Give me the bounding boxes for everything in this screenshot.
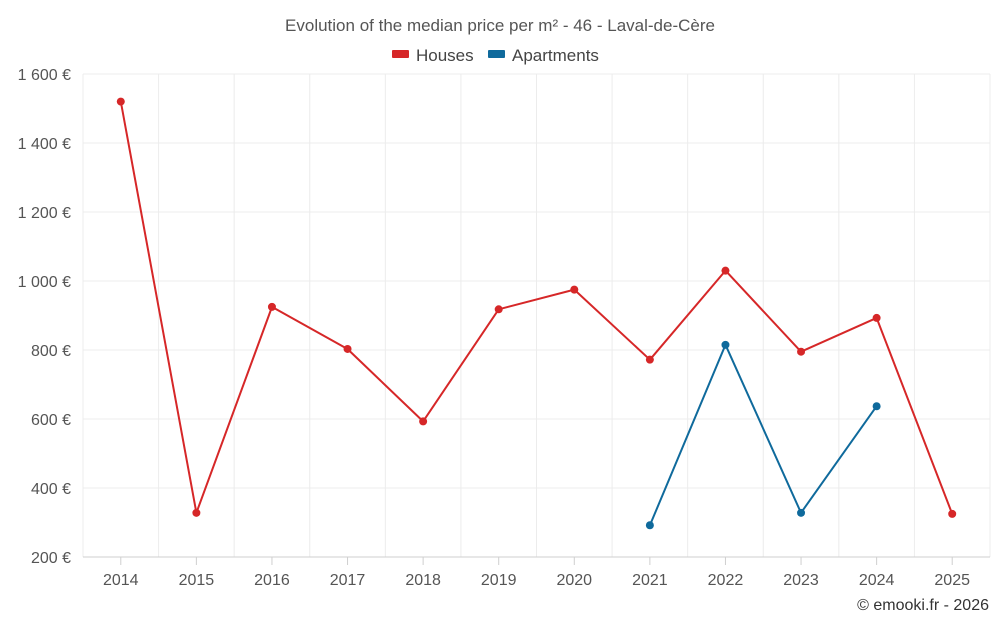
legend: Houses Apartments — [392, 46, 599, 65]
data-point-houses-2015[interactable] — [192, 508, 201, 517]
x-tick-label: 2016 — [254, 572, 290, 589]
y-tick-label: 600 € — [31, 412, 71, 429]
grid — [82, 73, 991, 557]
data-point-houses-2019[interactable] — [494, 305, 503, 314]
legend-label-houses[interactable]: Houses — [416, 46, 474, 65]
y-tick-label: 800 € — [31, 343, 71, 360]
y-tick-label: 1 200 € — [18, 205, 71, 222]
data-point-houses-2020[interactable] — [570, 285, 579, 294]
series-houses — [116, 97, 957, 518]
data-point-houses-2024[interactable] — [872, 313, 881, 322]
data-point-apartments-2022[interactable] — [721, 340, 730, 349]
legend-label-apartments[interactable]: Apartments — [512, 46, 599, 65]
y-tick-label: 200 € — [31, 550, 71, 567]
data-point-houses-2017[interactable] — [343, 344, 352, 353]
x-tick-label: 2025 — [934, 572, 970, 589]
x-tick-label: 2023 — [783, 572, 819, 589]
series-line-houses — [119, 101, 954, 515]
x-tick-label: 2021 — [632, 572, 668, 589]
y-tick-label: 1 400 € — [18, 136, 71, 153]
y-tick-label: 400 € — [31, 481, 71, 498]
data-point-apartments-2023[interactable] — [797, 508, 806, 517]
data-point-houses-2021[interactable] — [645, 355, 654, 364]
data-point-apartments-2021[interactable] — [645, 521, 654, 530]
data-point-houses-2018[interactable] — [419, 417, 428, 426]
x-tick-label: 2015 — [179, 572, 215, 589]
series — [116, 97, 957, 530]
y-tick-label: 1 600 € — [18, 67, 71, 84]
credit-text: © emooki.fr - 2026 — [857, 597, 989, 614]
x-tick-label: 2018 — [405, 572, 441, 589]
data-point-houses-2022[interactable] — [721, 266, 730, 275]
series-apartments — [645, 340, 881, 530]
x-tick-label: 2024 — [859, 572, 895, 589]
axes: 200 € 400 € 600 € 800 € 1 000 € 1 200 € 1 400 … — [18, 67, 990, 589]
data-point-houses-2014[interactable] — [116, 97, 125, 106]
x-tick-label: 2017 — [330, 572, 366, 589]
x-tick-label: 2022 — [708, 572, 744, 589]
data-point-houses-2016[interactable] — [267, 302, 276, 311]
data-point-houses-2025[interactable] — [948, 509, 957, 518]
y-tick-label: 1 000 € — [18, 274, 71, 291]
legend-swatch-houses — [392, 50, 409, 58]
legend-swatch-apartments — [488, 50, 505, 58]
data-point-apartments-2024[interactable] — [872, 402, 881, 411]
x-tick-label: 2019 — [481, 572, 517, 589]
x-tick-label: 2014 — [103, 572, 139, 589]
chart-title: Evolution of the median price per m² - 4… — [285, 16, 715, 35]
series-line-apartments — [648, 343, 878, 526]
data-point-houses-2023[interactable] — [797, 347, 806, 356]
x-tick-label: 2020 — [556, 572, 592, 589]
